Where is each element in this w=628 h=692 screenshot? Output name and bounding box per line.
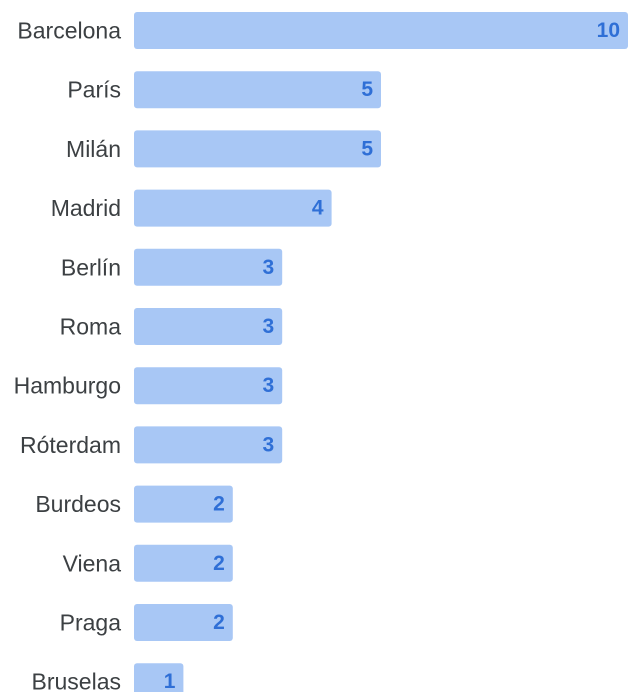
category-label: Barcelona: [17, 18, 121, 44]
bar-bruselas: [134, 663, 183, 692]
category-label: Burdeos: [35, 491, 121, 517]
value-labels-group: 10 5 5 4 3 3 3 3 2 2 2 1: [164, 19, 620, 692]
category-label: Viena: [63, 550, 122, 576]
value-label: 3: [263, 374, 275, 397]
category-label: Bruselas: [32, 669, 121, 692]
value-label: 3: [263, 433, 275, 456]
category-label: Praga: [60, 610, 122, 636]
value-label: 3: [263, 315, 275, 338]
bar-barcelona: [134, 12, 628, 49]
bar-milán: [134, 130, 381, 167]
category-label: Roma: [60, 314, 122, 340]
category-labels-group: Barcelona París Milán Madrid Berlín Roma Hambu…: [14, 18, 122, 692]
category-label: Róterdam: [20, 432, 121, 458]
value-label: 1: [164, 670, 176, 692]
value-label: 2: [213, 611, 225, 634]
bar-madrid: [134, 190, 332, 227]
value-label: 2: [213, 493, 225, 516]
category-label: Berlín: [61, 254, 121, 280]
bar-parís: [134, 71, 381, 108]
bar-berlín: [134, 249, 282, 286]
category-label: Madrid: [51, 195, 121, 221]
bar-roma: [134, 308, 282, 345]
value-label: 2: [213, 552, 225, 575]
value-label: 4: [312, 197, 324, 220]
value-label: 5: [361, 137, 373, 160]
value-label: 10: [597, 19, 620, 42]
value-label: 3: [263, 256, 275, 279]
value-label: 5: [361, 78, 373, 101]
category-label: París: [67, 77, 121, 103]
bar-hamburgo: [134, 367, 282, 404]
bars-group: [134, 12, 628, 692]
category-label: Hamburgo: [14, 373, 121, 399]
bar-róterdam: [134, 426, 282, 463]
category-label: Milán: [66, 136, 121, 162]
